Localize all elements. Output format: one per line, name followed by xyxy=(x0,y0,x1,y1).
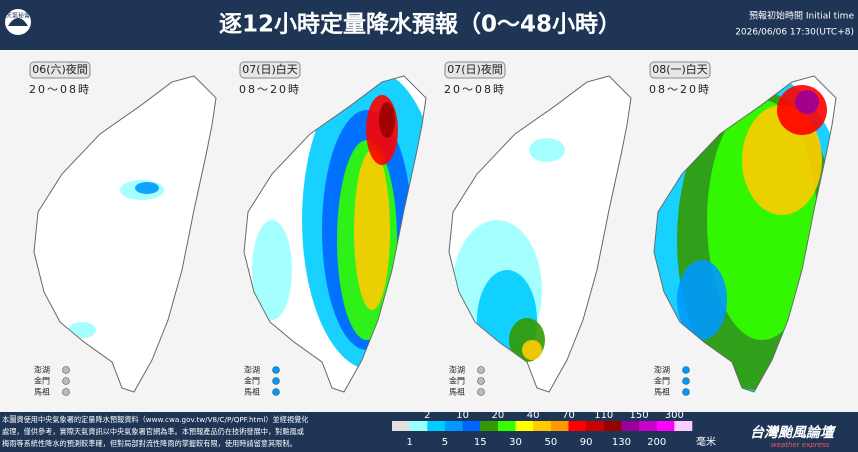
rain-area xyxy=(677,260,727,340)
hours: 20～08時 xyxy=(444,83,506,96)
legend-label: 2 xyxy=(424,410,430,421)
rain-area xyxy=(529,138,565,162)
island-name: 馬祖 xyxy=(244,387,260,397)
island-dot xyxy=(682,366,690,374)
island-name: 澎湖 xyxy=(34,365,50,375)
island-name: 金門 xyxy=(34,376,50,386)
island-name: 澎湖 xyxy=(449,365,465,375)
legend-label: 70 xyxy=(562,410,575,421)
legend-label: 200 xyxy=(647,437,666,448)
hours: 08～20時 xyxy=(239,83,301,96)
island-dot xyxy=(682,377,690,385)
color-segment xyxy=(444,421,463,431)
island-dot xyxy=(477,377,485,385)
initial-time-label: 預報初始時間 Initial time xyxy=(749,10,854,22)
color-segment xyxy=(603,421,622,431)
color-segment xyxy=(568,421,587,431)
island-name: 馬祖 xyxy=(654,387,670,397)
legend-label: 50 xyxy=(544,437,557,448)
color-segment xyxy=(656,421,675,431)
legend-label: 20 xyxy=(492,410,505,421)
hours: 20～08時 xyxy=(29,83,91,96)
hours: 08～20時 xyxy=(649,83,711,96)
initial-time: 2026/06/06 17:30(UTC+8) xyxy=(735,28,854,38)
rain-area xyxy=(379,102,395,138)
color-segment xyxy=(480,421,499,431)
panels: 06(六)夜間20～08時澎湖金門馬祖07(日)白天08～20時澎湖金門馬祖07… xyxy=(29,61,837,397)
period: 06(六)夜間 xyxy=(32,62,88,76)
island-dot xyxy=(272,366,280,374)
rain-area xyxy=(354,150,390,310)
legend-label: 110 xyxy=(594,410,613,421)
color-segment xyxy=(427,421,446,431)
header-bar xyxy=(0,0,858,50)
legend-label: 1 xyxy=(406,437,412,448)
rain-area xyxy=(252,220,292,320)
rain-area xyxy=(135,182,159,194)
color-segment xyxy=(392,421,410,431)
island-name: 澎湖 xyxy=(654,365,670,375)
island-name: 馬祖 xyxy=(449,387,465,397)
island-dot xyxy=(682,388,690,396)
island-dot xyxy=(477,388,485,396)
island-name: 澎湖 xyxy=(244,365,260,375)
legend-label: 5 xyxy=(442,437,448,448)
period: 08(一)白天 xyxy=(652,62,708,76)
logo-text: 天氣秘書 xyxy=(6,12,30,20)
rain-area xyxy=(795,90,819,114)
period-box xyxy=(649,61,711,79)
color-segment xyxy=(462,421,481,431)
color-segment xyxy=(515,421,534,431)
period: 07(日)白天 xyxy=(242,62,298,76)
color-segment xyxy=(621,421,640,431)
legend-label: 40 xyxy=(527,410,540,421)
island-dot xyxy=(272,377,280,385)
island-name: 金門 xyxy=(244,376,260,386)
footer-line: 梅雨等系統性降水的預測較準確，但對局部對流性降雨的掌握較有限，使用時請留意其限制… xyxy=(2,439,297,448)
period-box xyxy=(29,61,91,79)
island-name: 馬祖 xyxy=(34,387,50,397)
island-dot xyxy=(477,366,485,374)
period: 07(日)夜間 xyxy=(447,62,503,76)
color-segment xyxy=(533,421,552,431)
legend-label: 10 xyxy=(456,410,469,421)
island-dot xyxy=(62,377,70,385)
brand-tagline: weather express xyxy=(771,441,830,449)
color-segment xyxy=(639,421,658,431)
island-dot xyxy=(272,388,280,396)
logo-umbrella xyxy=(8,18,28,26)
color-segment xyxy=(674,421,693,431)
footer-bar xyxy=(0,412,858,452)
legend-label: 300 xyxy=(665,410,684,421)
legend-unit: 毫米 xyxy=(696,435,716,448)
legend-label: 130 xyxy=(612,437,631,448)
footer-line: 本圖資使用中央氣象署的定量降水預報資料（www.cwa.gov.tw/V8/C/… xyxy=(2,415,308,424)
brand-name: 台灣颱風論壇 xyxy=(750,424,837,441)
color-segment xyxy=(586,421,605,431)
legend-label: 90 xyxy=(580,437,593,448)
island-name: 金門 xyxy=(449,376,465,386)
legend-label: 150 xyxy=(630,410,649,421)
period-box xyxy=(444,61,506,79)
color-segment xyxy=(409,421,428,431)
legend-label: 15 xyxy=(474,437,487,448)
island-dot xyxy=(62,388,70,396)
legend-label: 30 xyxy=(509,437,522,448)
color-segment xyxy=(497,421,516,431)
footer-line: 處理，僅供參考，實際天氣資訊以中央氣象署官網為準。本預報產品仍在技術發展中，對颱… xyxy=(2,427,304,436)
island-name: 金門 xyxy=(654,376,670,386)
rain-area xyxy=(522,340,542,360)
title: 逐12小時定量降水預報（0～48小時） xyxy=(219,11,621,38)
period-box xyxy=(239,61,301,79)
color-segment xyxy=(550,421,569,431)
island-dot xyxy=(62,366,70,374)
